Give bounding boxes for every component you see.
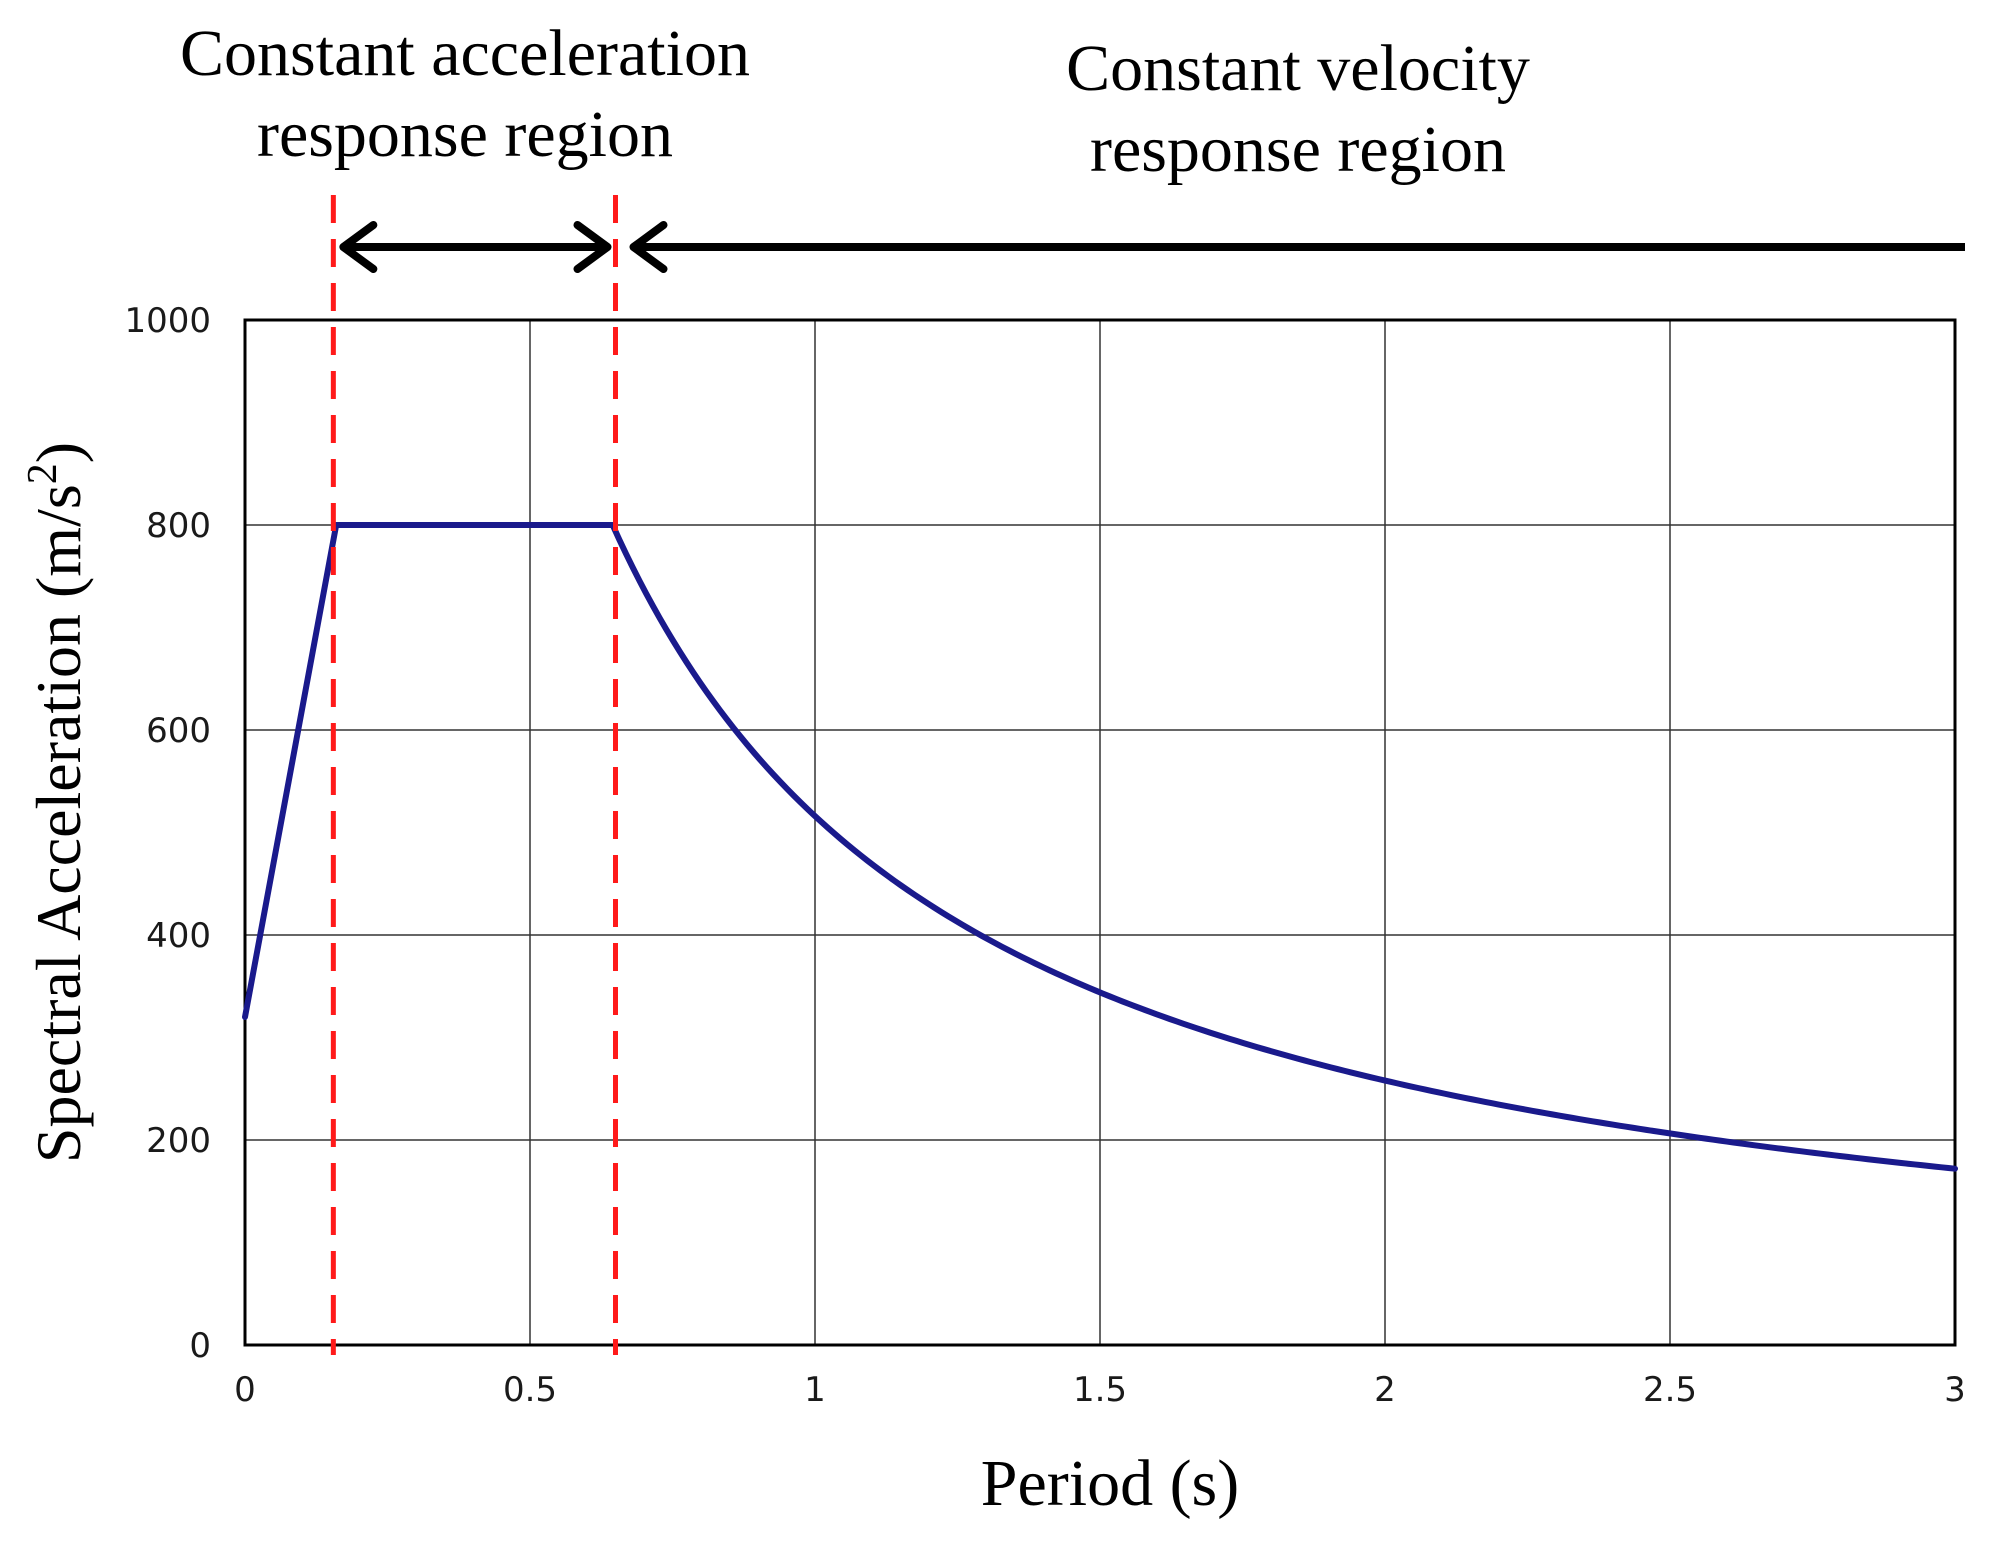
y-axis-title: Spectral Acceleration (m/s2) (20, 442, 94, 1163)
y-tick-label: 600 (146, 711, 211, 751)
y-tick-label: 0 (189, 1326, 211, 1366)
plot-frame (243, 318, 1957, 1347)
x-tick-label: 1 (804, 1370, 826, 1410)
x-tick-label: 2.5 (1643, 1370, 1697, 1410)
y-tick-label: 400 (146, 916, 211, 956)
y-tick-label: 200 (146, 1121, 211, 1161)
y-axis-title-main: Spectral Acceleration (m/s (23, 484, 94, 1163)
series-line-spectrum (242, 522, 1958, 1172)
y-tick-label: 1000 (124, 301, 211, 341)
x-axis-title: Period (s) (981, 1447, 1239, 1520)
x-tick-label: 2 (1374, 1370, 1396, 1410)
region-label-constant-acceleration: response region (257, 98, 673, 171)
region-label-constant-velocity: response region (1090, 113, 1506, 186)
x-tick-label: 3 (1944, 1370, 1966, 1410)
y-axis-title-superscript: 2 (20, 463, 66, 484)
y-axis-title-close: ) (23, 442, 94, 463)
region-arrow-head-right-constant-acceleration (573, 221, 612, 273)
region-arrow-head-left-constant-velocity (629, 221, 668, 273)
region-arrow-head-left-constant-acceleration (339, 221, 378, 273)
region-label-constant-velocity: Constant velocity (1066, 32, 1530, 105)
y-tick-label: 800 (146, 506, 211, 546)
x-tick-label: 0.5 (503, 1370, 557, 1410)
region-label-constant-acceleration: Constant acceleration (180, 17, 750, 90)
x-tick-label: 0 (234, 1370, 256, 1410)
x-tick-label: 1.5 (1073, 1370, 1127, 1410)
